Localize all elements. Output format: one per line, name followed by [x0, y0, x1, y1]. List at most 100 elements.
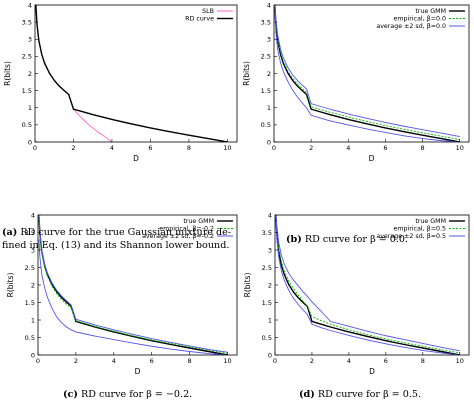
- x-tick-label-c-5: 10: [223, 357, 231, 365]
- series-line-d-3: [275, 221, 460, 355]
- y-tick-label-b-4: 2: [267, 70, 271, 78]
- y-axis-label-b: R(bits): [242, 61, 251, 86]
- caption-c-line1: RD curve for β = −0.2.: [80, 389, 193, 400]
- x-tick-label-d-3: 6: [384, 357, 388, 365]
- y-tick-label-d-7: 3.5: [262, 229, 272, 237]
- plot-frame-a: [34, 4, 238, 143]
- x-tick-label-a-3: 6: [148, 144, 152, 152]
- y-tick-label-d-4: 2: [268, 281, 272, 289]
- x-tick-label-d-5: 10: [456, 357, 464, 365]
- legend-label-b-2: average ±2 sd, β=0.0: [376, 23, 446, 30]
- y-tick-label-c-2: 1: [31, 316, 35, 324]
- y-tick-label-d-0: 0: [268, 351, 272, 359]
- y-tick-label-b-2: 1: [267, 104, 271, 112]
- y-tick-label-b-6: 3: [267, 36, 271, 44]
- series-line-b-3: [274, 15, 460, 142]
- y-tick-label-a-6: 3: [28, 36, 32, 44]
- legend-label-a-1: RD curve: [185, 16, 214, 23]
- chart-panel-b: 0 2 4 6 8 10 0 0.5 1 1.5 2 2.5 3 3.5 4 D R(bits) true GMM…: [242, 1, 470, 163]
- y-tick-label-d-5: 2.5: [262, 264, 272, 272]
- caption-a-line1: RD curve for the true Gaussian mixture d…: [20, 227, 232, 238]
- x-tick-label-c-0: 0: [36, 357, 40, 365]
- legend-label-c-1: empirical, β=-0.2: [159, 226, 214, 233]
- caption-d-tag: (d): [299, 389, 315, 400]
- caption-b: (b) RD curve for β = 0.0.: [286, 233, 408, 246]
- x-tick-label-a-5: 10: [223, 144, 231, 152]
- series-line-d-2: [275, 215, 460, 352]
- x-tick-label-b-2: 4: [346, 144, 350, 152]
- x-tick-label-b-4: 8: [421, 144, 425, 152]
- y-tick-label-c-6: 3: [31, 246, 35, 254]
- series-line-b-2: [274, 5, 460, 137]
- legend-label-b-0: true GMM: [415, 8, 446, 15]
- x-axis-label-d: D: [369, 367, 375, 376]
- x-tick-label-d-2: 4: [347, 357, 351, 365]
- caption-d: (d) RD curve for β = 0.5.: [299, 388, 421, 401]
- x-tick-label-c-1: 2: [74, 357, 78, 365]
- x-tick-label-a-2: 4: [110, 144, 114, 152]
- y-tick-label-b-7: 3.5: [261, 18, 271, 26]
- series-line-b-0: [274, 6, 460, 142]
- y-tick-label-b-8: 4: [267, 1, 271, 9]
- y-tick-label-a-8: 4: [28, 1, 32, 9]
- y-tick-label-d-6: 3: [268, 246, 272, 254]
- x-axis-label-a: D: [133, 154, 139, 163]
- series-line-c-1: [38, 218, 228, 354]
- y-axis-label-a: R(bits): [3, 61, 12, 86]
- y-tick-label-c-3: 1.5: [25, 299, 35, 307]
- y-tick-label-b-1: 0.5: [261, 121, 271, 129]
- y-tick-label-a-2: 1: [28, 104, 32, 112]
- series-line-c-2: [38, 215, 228, 353]
- caption-b-line1: RD curve for β = 0.0.: [304, 234, 409, 245]
- y-axis-label-d: R(bits): [243, 273, 252, 298]
- legend-label-b-1: empirical, β=0.0: [394, 16, 446, 23]
- x-tick-label-c-3: 6: [150, 357, 154, 365]
- caption-c: (c) RD curve for β = −0.2.: [63, 388, 192, 401]
- x-tick-label-c-2: 4: [112, 357, 116, 365]
- caption-a: (a) RD curve for the true Gaussian mixtu…: [2, 226, 231, 252]
- series-line-c-3: [38, 239, 228, 355]
- x-tick-label-a-4: 8: [187, 144, 191, 152]
- y-tick-label-b-0: 0: [267, 138, 271, 146]
- x-axis-label-c: D: [135, 367, 141, 376]
- y-tick-label-c-4: 2: [31, 281, 35, 289]
- y-tick-label-d-8: 4: [268, 211, 272, 219]
- legend-label-a-0: SLB: [202, 8, 214, 15]
- y-tick-label-d-3: 1.5: [262, 299, 272, 307]
- x-tick-label-c-4: 8: [188, 357, 192, 365]
- series-line-a-1: [35, 5, 228, 142]
- y-tick-label-a-5: 2.5: [22, 53, 32, 61]
- caption-a-line2: fined in Eq. (13) and its Shannon lower …: [2, 240, 230, 251]
- y-axis-label-c: R(bits): [6, 273, 15, 298]
- y-tick-label-c-5: 2.5: [25, 264, 35, 272]
- y-tick-label-a-1: 0.5: [22, 121, 32, 129]
- x-tick-label-b-5: 10: [456, 144, 464, 152]
- y-tick-label-c-1: 0.5: [25, 334, 35, 342]
- caption-c-tag: (c): [63, 389, 78, 400]
- series-line-a-0: [35, 5, 113, 142]
- chart-panel-d: 0 2 4 6 8 10 0 0.5 1 1.5 2 2.5 3 3.5 4 D R(bits) true GMM…: [243, 211, 470, 376]
- legend-label-d-0: true GMM: [415, 218, 446, 225]
- y-tick-label-a-0: 0: [28, 138, 32, 146]
- y-tick-label-c-0: 0: [31, 351, 35, 359]
- chart-panel-c: 0 2 4 6 8 10 0 0.5 1 1.5 2 2.5 3 3.5 4 D R(bits) true GMM…: [6, 211, 238, 376]
- legend-label-d-1: empirical, β=0.5: [394, 226, 446, 233]
- x-tick-label-d-1: 2: [310, 357, 314, 365]
- legend-label-d-2: average ±2 sd, β=0.5: [376, 233, 446, 240]
- series-line-d-1: [275, 215, 460, 354]
- x-tick-label-d-4: 8: [421, 357, 425, 365]
- y-tick-label-a-7: 3.5: [22, 18, 32, 26]
- series-line-d-0: [275, 216, 460, 355]
- y-tick-label-b-5: 2.5: [261, 53, 271, 61]
- y-tick-label-d-2: 1: [268, 316, 272, 324]
- y-tick-label-c-7: 3.5: [25, 229, 35, 237]
- series-line-b-1: [274, 5, 460, 141]
- x-tick-label-d-0: 0: [273, 357, 277, 365]
- x-tick-label-a-0: 0: [33, 144, 37, 152]
